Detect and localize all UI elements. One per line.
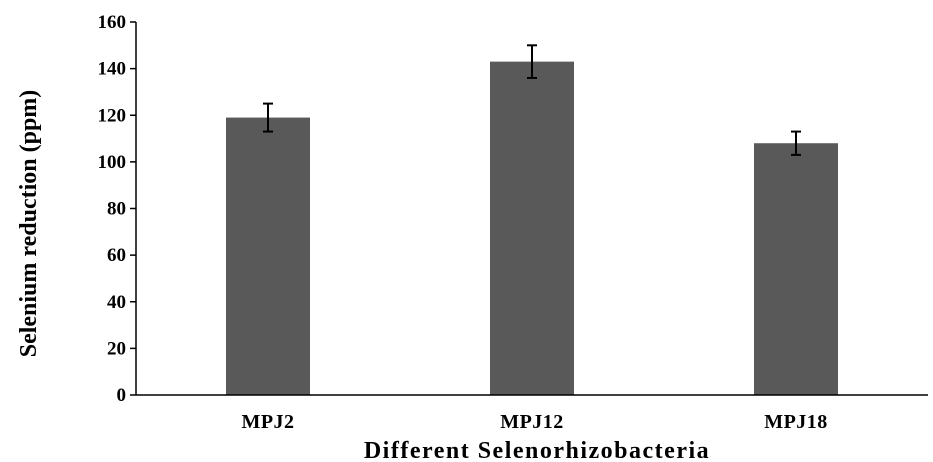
y-tick-label: 140: [98, 59, 127, 80]
y-tick-label: 40: [107, 292, 126, 313]
y-tick-label: 20: [107, 338, 126, 359]
y-tick-label: 100: [98, 152, 127, 173]
x-tick-label: MPJ18: [764, 411, 828, 433]
bar-mpj2: [226, 117, 310, 396]
error-bars: [263, 44, 801, 156]
x-tick-label: MPJ2: [241, 411, 294, 433]
x-tick-label: MPJ12: [500, 411, 564, 433]
error-bar-mpj12: [527, 44, 537, 79]
y-tick-label: 120: [98, 105, 127, 126]
y-axis-title: Selenium reduction (ppm): [16, 90, 42, 358]
y-tick-label: 160: [98, 12, 127, 33]
y-tick-label: 60: [107, 245, 126, 266]
error-bar-mpj2: [263, 102, 273, 133]
y-axis-ticks: 0 20 40 60 80 100 120 140 160: [98, 12, 136, 406]
x-axis-title: Different Selenorhizobacteria: [364, 438, 710, 462]
bar-mpj18: [754, 143, 838, 395]
x-axis-categories: MPJ2 MPJ12 MPJ18: [241, 411, 827, 433]
bars: [226, 61, 838, 396]
y-tick-label: 80: [107, 199, 126, 220]
y-tick-label: 0: [117, 385, 127, 406]
error-bar-mpj18: [791, 130, 801, 156]
bar-mpj12: [490, 61, 574, 395]
